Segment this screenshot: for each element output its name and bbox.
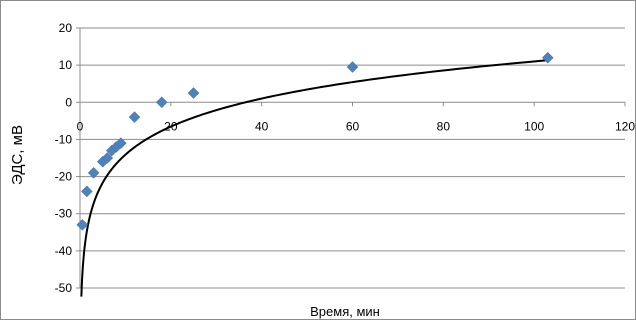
data-point (346, 61, 359, 73)
y-tick-label: -40 (55, 244, 73, 258)
x-tick-label: 80 (437, 119, 451, 133)
y-tick-label: -30 (55, 207, 73, 221)
data-point (155, 96, 168, 109)
x-tick-label: 0 (77, 119, 84, 133)
y-tick-label: 20 (59, 21, 73, 35)
gridlines (80, 27, 625, 289)
y-axis-title: ЭДС, мВ (9, 125, 26, 185)
data-point (80, 185, 93, 198)
data-point (115, 137, 127, 149)
data-point (541, 51, 554, 64)
x-tick-label: 100 (524, 119, 544, 133)
axes (76, 27, 626, 289)
y-tick-label: -50 (55, 281, 73, 295)
data-point (187, 87, 200, 99)
trendline (80, 59, 548, 297)
x-axis-title: Время, мин (310, 304, 380, 319)
data-point (128, 111, 141, 123)
y-tick-label: -20 (55, 170, 73, 184)
y-tick-label: 10 (59, 58, 73, 72)
y-tick-label: -10 (55, 132, 73, 146)
x-tick-label: 60 (346, 119, 360, 133)
data-point (101, 152, 114, 164)
data-point (76, 219, 89, 231)
y-tick-label: 0 (65, 95, 72, 109)
trendline-curve (80, 59, 548, 297)
x-tick-label: 120 (615, 119, 635, 133)
x-tick-label: 40 (255, 119, 269, 133)
y-tick-labels: 20 10 0 -10 -20 -30 -40 -50 (55, 21, 73, 295)
data-points (76, 51, 554, 231)
data-point (87, 167, 100, 179)
